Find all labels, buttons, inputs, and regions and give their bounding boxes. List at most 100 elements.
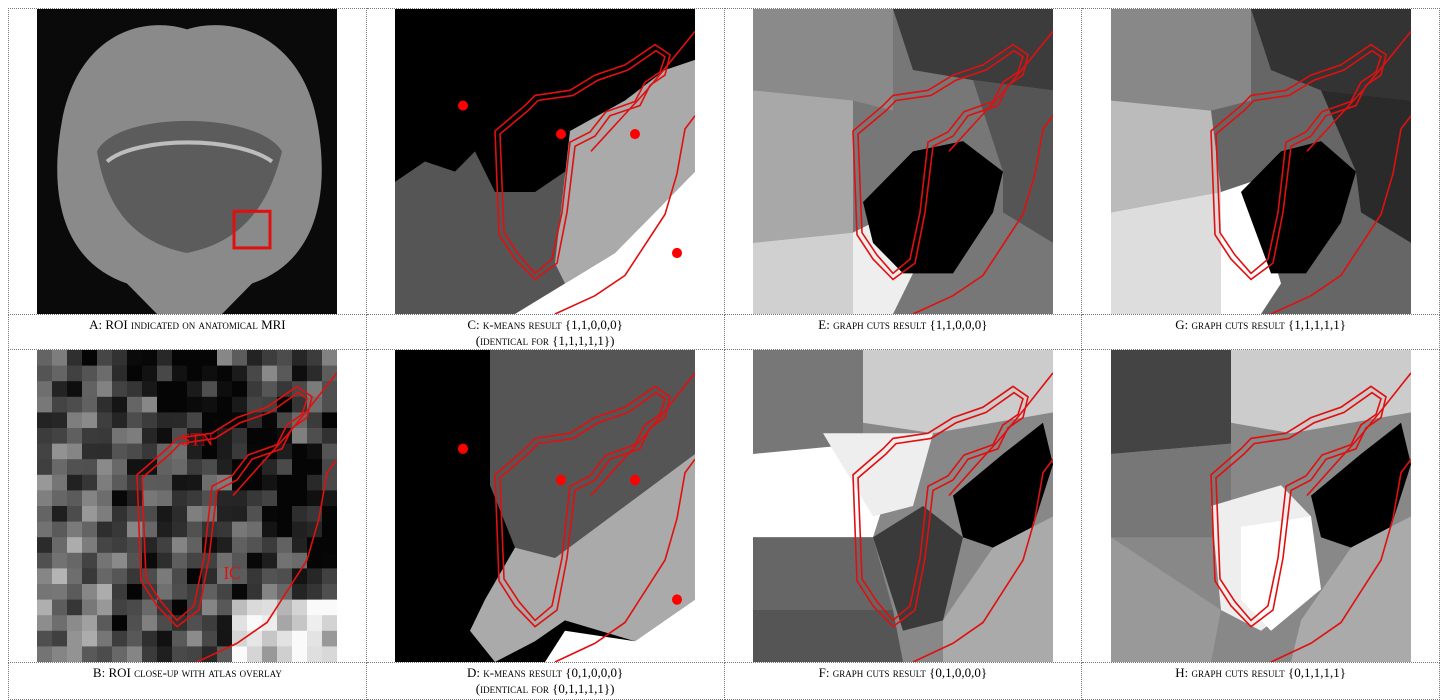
pixel: [322, 397, 337, 413]
pixel: [172, 506, 188, 522]
pixel: [292, 537, 308, 553]
pixel: [142, 490, 158, 506]
pixel: [232, 584, 248, 600]
pixel: [157, 475, 173, 491]
pixel: [82, 568, 98, 584]
pixel: [217, 615, 233, 631]
pixel: [322, 568, 337, 584]
pixel: [277, 412, 293, 428]
panel-g-image: [1111, 9, 1411, 314]
caption-note: (identical for {1,1,1,1,1}): [476, 333, 615, 348]
pixel: [322, 350, 337, 366]
pixel: [52, 475, 68, 491]
pixel: [112, 444, 128, 460]
pixel: [187, 366, 203, 382]
caption-cell: F: graph cuts result {0,1,0,0,0}: [724, 663, 1082, 700]
pixel: [127, 428, 143, 444]
pixel: [322, 506, 337, 522]
pixel: [247, 350, 263, 366]
pixel: [232, 522, 248, 538]
pixel: [232, 366, 248, 382]
pixel: [97, 412, 113, 428]
pixel: [97, 553, 113, 569]
pixel: [277, 615, 293, 631]
pixel: [112, 631, 128, 647]
pixel: [307, 631, 323, 647]
pixel: [202, 381, 218, 397]
pixel: [262, 584, 278, 600]
pixel: [292, 475, 308, 491]
pixel: [307, 459, 323, 475]
pixel: [37, 506, 53, 522]
caption-cell: H: graph cuts result {0,1,1,1,1}: [1082, 663, 1440, 700]
pixel: [292, 522, 308, 538]
pixel: [127, 350, 143, 366]
panel-cell: [724, 350, 1082, 663]
pixel: [217, 537, 233, 553]
pixel: [232, 381, 248, 397]
pixel: [127, 490, 143, 506]
pixel: [67, 553, 83, 569]
pixel: [277, 350, 293, 366]
pixel: [277, 459, 293, 475]
caption: G: graph cuts result {1,1,1,1,1}: [1175, 317, 1346, 332]
pixel: [307, 475, 323, 491]
pixel: [322, 631, 337, 647]
pixel: [307, 646, 323, 662]
pixel: [67, 522, 83, 538]
pixel: [187, 412, 203, 428]
pixel: [112, 490, 128, 506]
pixel: [307, 615, 323, 631]
pixel: [277, 646, 293, 662]
pixel: [172, 412, 188, 428]
pixel: [142, 350, 158, 366]
pixel: [127, 475, 143, 491]
pixel: [322, 522, 337, 538]
pixel: [157, 522, 173, 538]
pixel: [292, 444, 308, 460]
panel-b-image: STN IC: [37, 350, 337, 662]
pixel: [82, 522, 98, 538]
pixel: [247, 615, 263, 631]
pixel: [202, 350, 218, 366]
pixel: [172, 537, 188, 553]
pixel: [97, 444, 113, 460]
pixel: [202, 522, 218, 538]
pixel: [67, 506, 83, 522]
pixel: [262, 428, 278, 444]
pixel: [322, 600, 337, 616]
pixel: [112, 646, 128, 662]
pixel: [187, 537, 203, 553]
pixel: [37, 553, 53, 569]
pixel: [37, 600, 53, 616]
pixel: [187, 381, 203, 397]
pixel: [187, 584, 203, 600]
pixel: [37, 366, 53, 382]
pixel: [247, 506, 263, 522]
pixel: [112, 366, 128, 382]
pixel: [67, 350, 83, 366]
pixel: [172, 381, 188, 397]
pixel: [307, 490, 323, 506]
pixel: [142, 428, 158, 444]
pixel: [142, 381, 158, 397]
pixel: [82, 600, 98, 616]
pixel: [187, 522, 203, 538]
pixel: [232, 428, 248, 444]
pixel: [37, 412, 53, 428]
pixel: [67, 568, 83, 584]
pixel: [37, 615, 53, 631]
pixel: [52, 522, 68, 538]
pixel: [112, 412, 128, 428]
pixel: [112, 600, 128, 616]
pixel: [292, 350, 308, 366]
pixel: [52, 631, 68, 647]
panel-c-image: [395, 9, 695, 314]
pixel: [232, 646, 248, 662]
panel-cell: [366, 9, 724, 315]
pixel: [277, 475, 293, 491]
pixel: [157, 381, 173, 397]
pixel: [37, 646, 53, 662]
pixel: [82, 412, 98, 428]
pixel: [82, 646, 98, 662]
